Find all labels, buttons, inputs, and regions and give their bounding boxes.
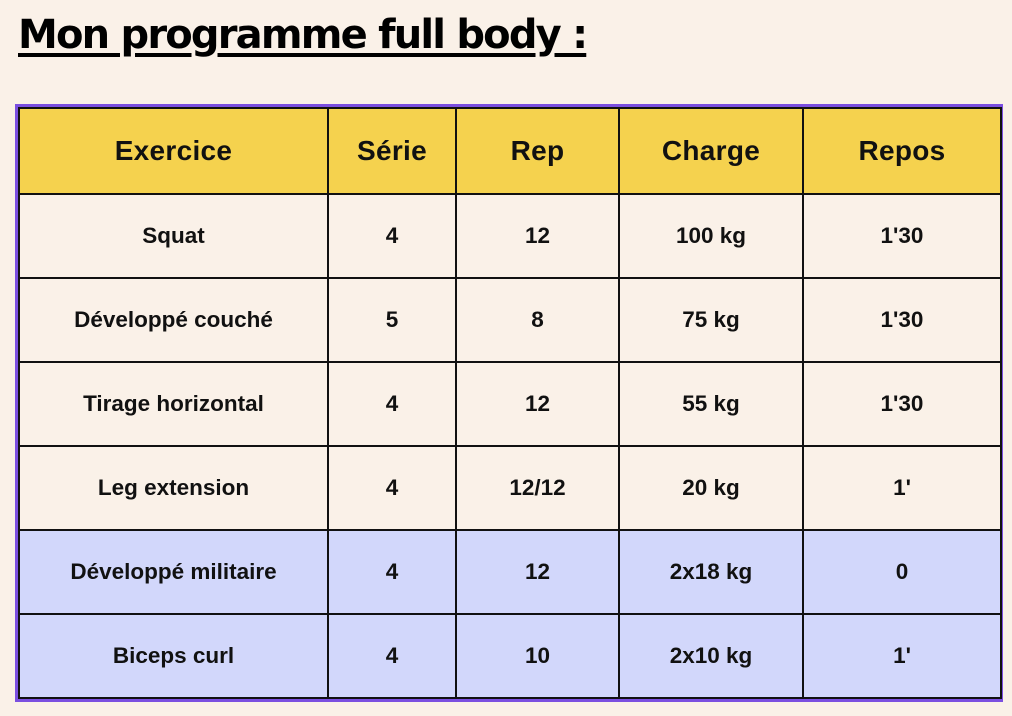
cell-repos: 1'30 bbox=[802, 277, 1002, 363]
table-row: Leg extension 4 12/12 20 kg 1' bbox=[18, 445, 1002, 531]
cell-charge: 75 kg bbox=[618, 277, 804, 363]
header-charge: Charge bbox=[618, 107, 804, 195]
cell-exercice: Développé couché bbox=[18, 277, 329, 363]
cell-charge: 2x18 kg bbox=[618, 529, 804, 615]
header-rep: Rep bbox=[455, 107, 620, 195]
cell-serie: 4 bbox=[327, 193, 457, 279]
table-row: Squat 4 12 100 kg 1'30 bbox=[18, 193, 1002, 279]
header-exercice: Exercice bbox=[18, 107, 329, 195]
cell-serie: 4 bbox=[327, 361, 457, 447]
program-table-frame: Exercice Série Rep Charge Repos Squat 4 … bbox=[15, 104, 1003, 702]
cell-serie: 4 bbox=[327, 613, 457, 699]
cell-charge: 100 kg bbox=[618, 193, 804, 279]
cell-rep: 8 bbox=[455, 277, 620, 363]
table-row: Tirage horizontal 4 12 55 kg 1'30 bbox=[18, 361, 1002, 447]
cell-exercice: Biceps curl bbox=[18, 613, 329, 699]
cell-exercice: Leg extension bbox=[18, 445, 329, 531]
cell-charge: 2x10 kg bbox=[618, 613, 804, 699]
cell-repos: 0 bbox=[802, 529, 1002, 615]
cell-repos: 1' bbox=[802, 613, 1002, 699]
cell-serie: 4 bbox=[327, 529, 457, 615]
program-table: Exercice Série Rep Charge Repos Squat 4 … bbox=[18, 107, 1002, 699]
cell-charge: 55 kg bbox=[618, 361, 804, 447]
cell-exercice: Développé militaire bbox=[18, 529, 329, 615]
cell-serie: 5 bbox=[327, 277, 457, 363]
cell-serie: 4 bbox=[327, 445, 457, 531]
cell-rep: 12/12 bbox=[455, 445, 620, 531]
cell-rep: 12 bbox=[455, 529, 620, 615]
cell-rep: 12 bbox=[455, 193, 620, 279]
cell-charge: 20 kg bbox=[618, 445, 804, 531]
cell-rep: 12 bbox=[455, 361, 620, 447]
table-row: Développé couché 5 8 75 kg 1'30 bbox=[18, 277, 1002, 363]
table-row: Biceps curl 4 10 2x10 kg 1' bbox=[18, 613, 1002, 699]
header-repos: Repos bbox=[802, 107, 1002, 195]
cell-exercice: Squat bbox=[18, 193, 329, 279]
cell-repos: 1'30 bbox=[802, 193, 1002, 279]
cell-exercice: Tirage horizontal bbox=[18, 361, 329, 447]
table-header-row: Exercice Série Rep Charge Repos bbox=[18, 107, 1002, 195]
cell-repos: 1'30 bbox=[802, 361, 1002, 447]
page-title: Mon programme full body : bbox=[18, 12, 588, 58]
cell-rep: 10 bbox=[455, 613, 620, 699]
cell-repos: 1' bbox=[802, 445, 1002, 531]
header-serie: Série bbox=[327, 107, 457, 195]
table-row: Développé militaire 4 12 2x18 kg 0 bbox=[18, 529, 1002, 615]
